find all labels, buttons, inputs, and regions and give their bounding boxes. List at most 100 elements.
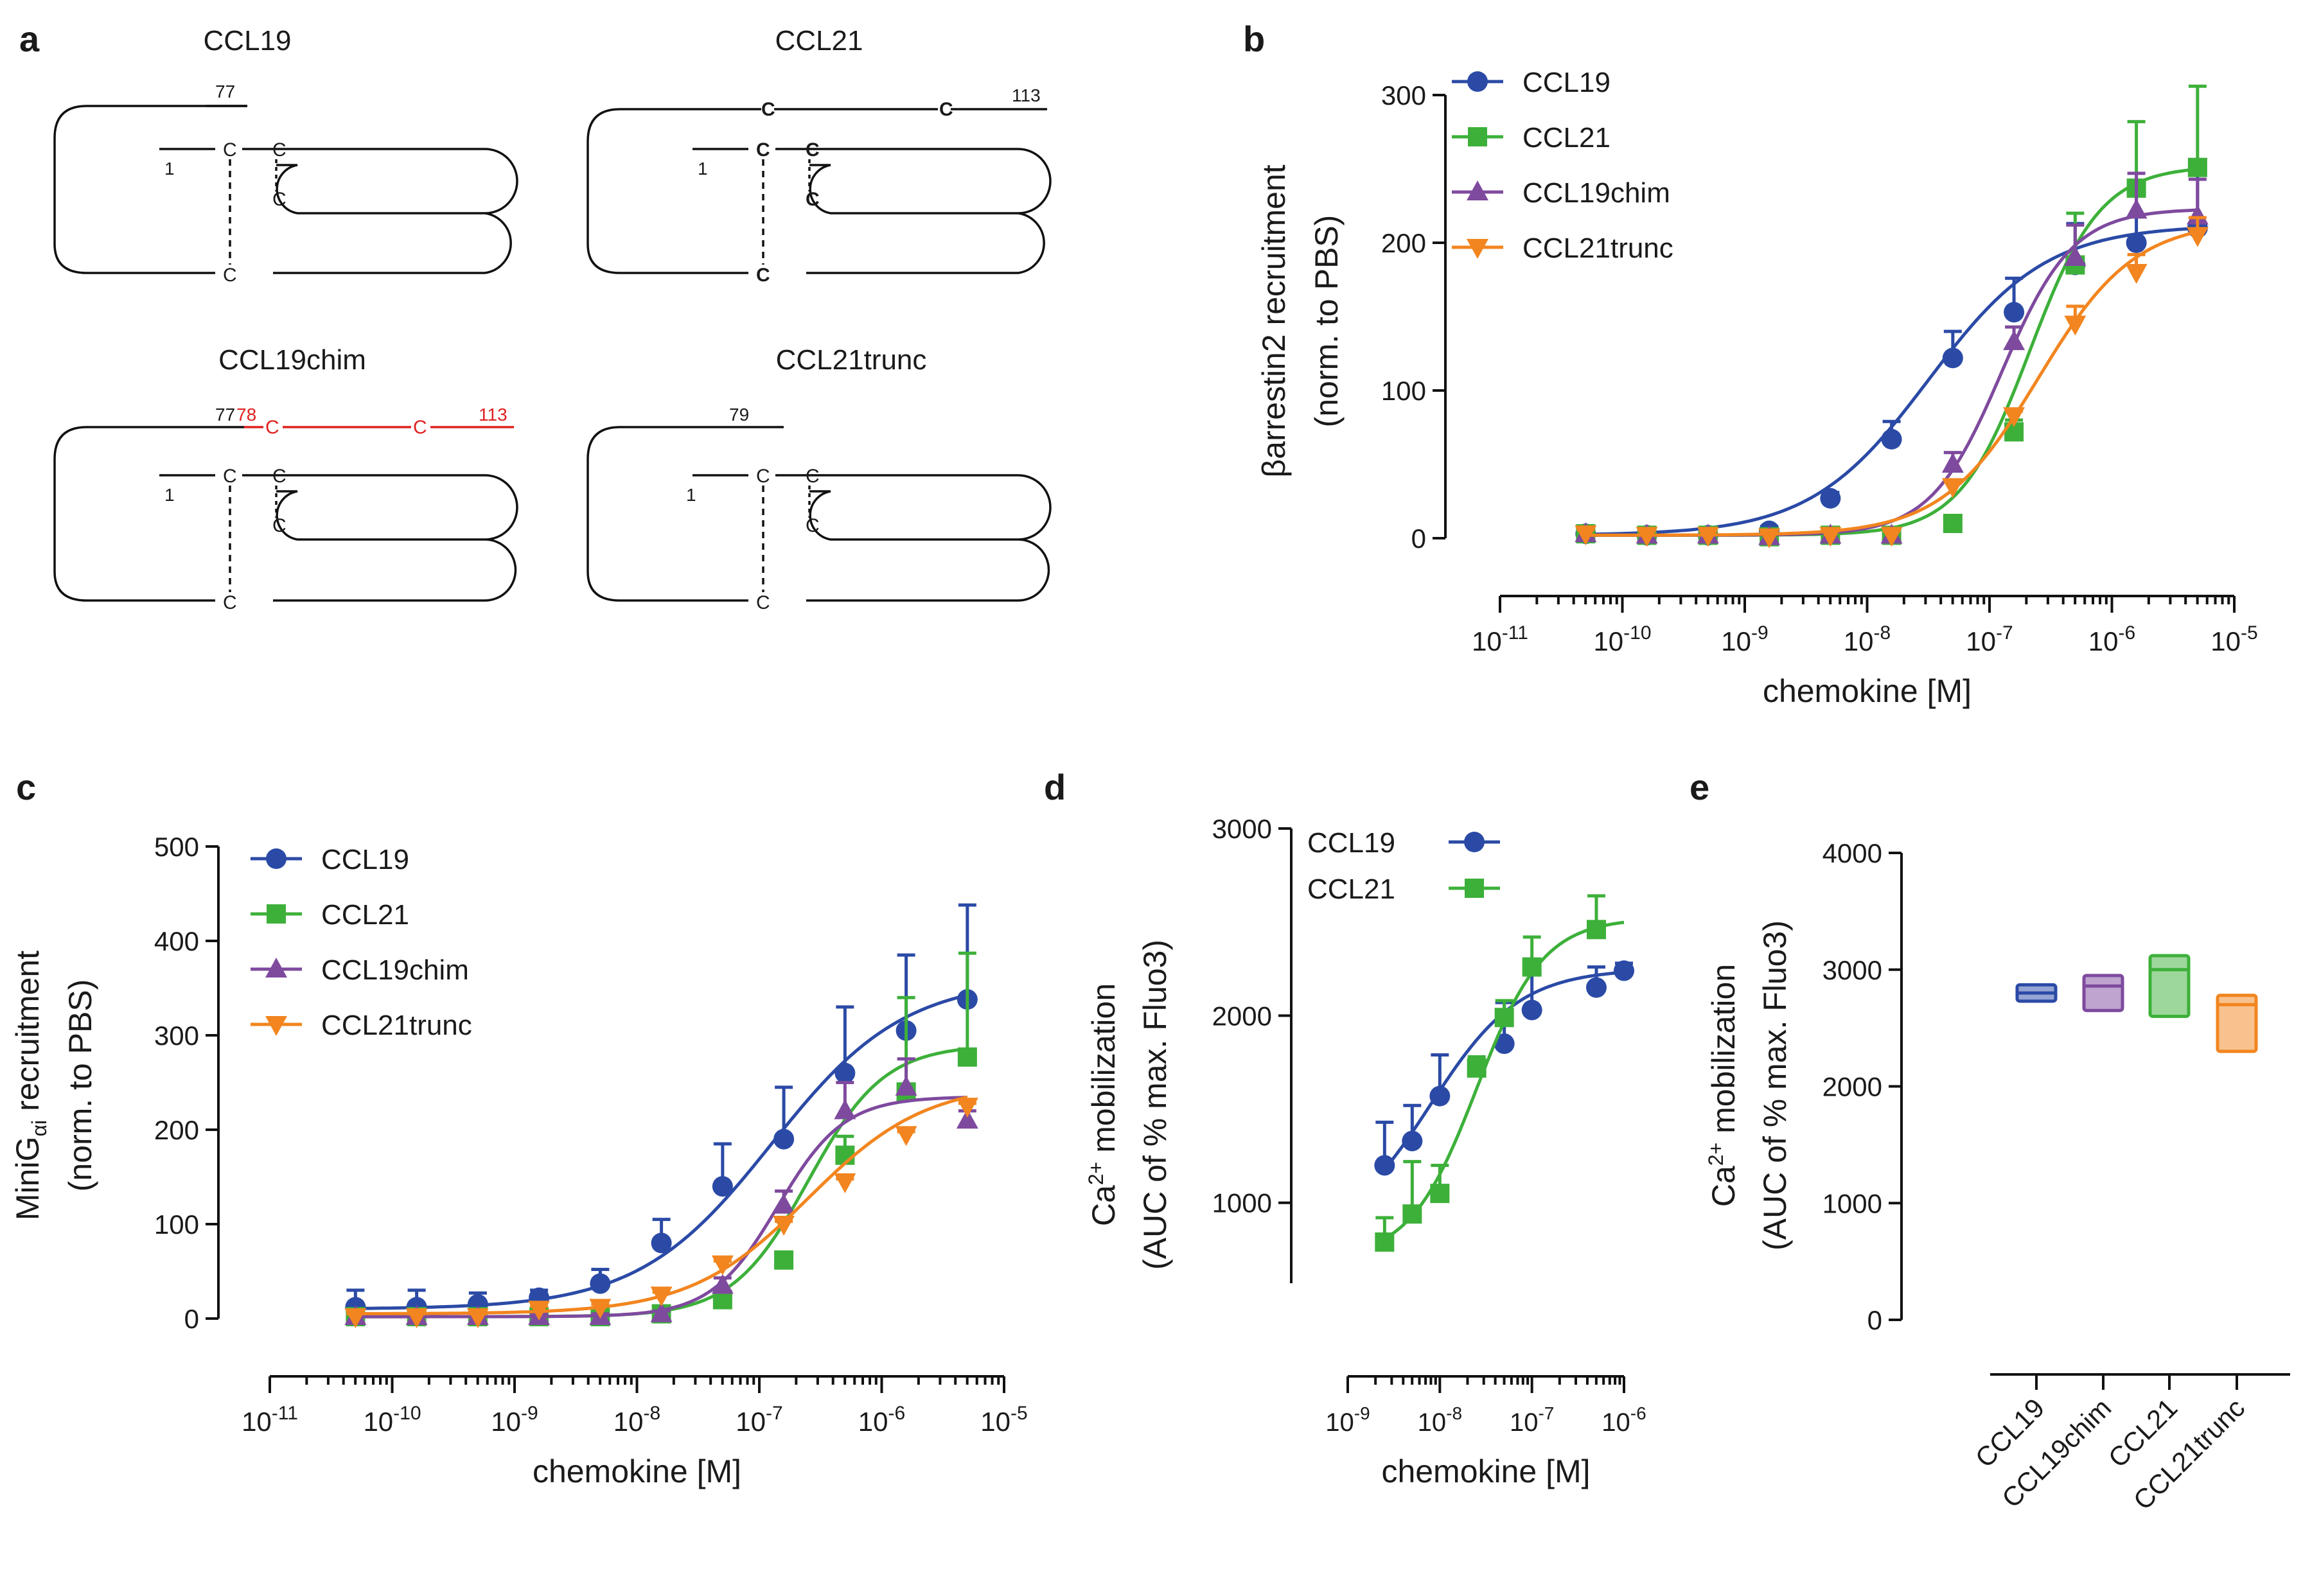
chart-c-point-ccl21trunc: [344, 1308, 367, 1329]
schematic-ccl21trunc-backbone: [587, 426, 1052, 602]
cys-trunc-1: C: [756, 466, 770, 487]
cys-ccl19-4: C: [223, 265, 237, 286]
chart-c-legend-label-ccl21: CCL21: [321, 899, 409, 931]
chart-d-point-ccl19: [1402, 1130, 1423, 1152]
chart-c-point-ccl21: [774, 1250, 794, 1270]
cys-ccl21-1: C: [756, 139, 770, 161]
chart-b-point-ccl21trunc: [1575, 525, 1597, 546]
chart-b-xtick-label-1: 10-10: [1593, 622, 1651, 656]
ccl19-end-number: 77: [215, 82, 235, 101]
chart-c-ylabel-2: (norm. to PBS): [62, 979, 98, 1192]
chart-b-point-ccl21trunc: [2125, 264, 2148, 284]
chart-c-xtick-label-0: 10-11: [242, 1403, 298, 1437]
chart-c-xlabel: chemokine [M]: [533, 1453, 741, 1489]
chart-b-point-ccl21trunc: [1697, 527, 1719, 547]
chart-c-ytick-label-4: 400: [154, 926, 199, 956]
chart-d-point-ccl21: [1587, 920, 1606, 940]
chart-c-xtick-label-2: 10-9: [491, 1403, 538, 1437]
chart-c-legend-marker-ccl21trunc: [265, 1016, 287, 1036]
cys-chim-3: C: [272, 515, 287, 536]
chart-b-point-ccl19chim: [2003, 330, 2025, 351]
chart-b-curve-ccl19chim: [1585, 208, 2198, 537]
panel-a-schematics: CCL19 77 1 C C C C CCL21 113 1 C C C C C…: [53, 25, 1052, 613]
chart-c-point-ccl21trunc: [834, 1173, 856, 1193]
chart-c-point-ccl19chim: [711, 1274, 734, 1294]
chart-d-point-ccl19: [1614, 960, 1634, 981]
chart-c-ytick-label-0: 0: [184, 1304, 199, 1334]
schematic-title-ccl21: CCL21: [775, 25, 863, 57]
chart-d-point-ccl21: [1430, 1184, 1450, 1204]
schematic-ccl19-backbone: [53, 105, 518, 274]
chart-c-point-ccl19chim: [773, 1193, 795, 1214]
chart-b: 0 100 200 300 10-11 10-10 10-9 10-8 10-7 10-6 10-5…: [1256, 67, 2258, 709]
chart-b-ytick-label-2: 200: [1381, 228, 1426, 258]
chart-b-point-ccl19: [2126, 232, 2147, 253]
chart-c-legend-marker-ccl21: [267, 904, 286, 924]
chart-b-ylabel-2: (norm. to PBS): [1309, 215, 1345, 428]
chart-c-xtick-label-3: 10-8: [613, 1403, 660, 1437]
chart-d-point-ccl21: [1402, 1204, 1422, 1224]
chart-c-legend-marker-ccl19chim: [265, 958, 287, 978]
chart-b-xtick-label-6: 10-5: [2210, 622, 2257, 656]
chart-b-point-ccl19: [1820, 487, 1841, 509]
chart-e-ylabel-1: Ca2+ mobilization: [1704, 964, 1742, 1207]
chart-c-point-ccl21trunc: [895, 1126, 917, 1146]
cys-ccl21-tail-1: C: [761, 99, 775, 120]
chart-d-legend-marker-ccl21: [1465, 879, 1484, 898]
chart-c-point-ccl19: [834, 1062, 856, 1083]
chart-d-legend-label-ccl19: CCL19: [1307, 827, 1395, 859]
chart-b-point-ccl19chim: [2125, 198, 2148, 219]
chart-b-point-ccl19: [1881, 428, 1902, 450]
chart-e-box-ccl21trunc: [2216, 994, 2258, 1053]
cys-trunc-3: C: [806, 515, 820, 536]
chart-b-point-ccl21: [2187, 157, 2207, 177]
chart-b-point-ccl19chim: [1941, 453, 1964, 473]
chart-d-point-ccl21: [1522, 957, 1542, 977]
chart-e-box-ccl19chim: [2082, 974, 2124, 1012]
cys-ccl19-1: C: [223, 139, 237, 161]
chart-b-point-ccl21trunc: [1636, 527, 1658, 547]
chart-b-point-ccl19chim: [2064, 246, 2087, 266]
chart-b-xtick-label-2: 10-9: [1721, 622, 1768, 656]
cys-chim-tail-2: C: [413, 417, 427, 438]
chart-b-legend-marker-ccl21: [1468, 127, 1487, 146]
chart-b-point-ccl21: [1943, 514, 1963, 533]
chart-c-point-ccl19: [773, 1128, 795, 1150]
chart-d-xlabel: chemokine [M]: [1381, 1453, 1590, 1489]
chart-d-point-ccl19: [1494, 1033, 1515, 1055]
panel-label-a: a: [19, 19, 40, 59]
cys-chim-1: C: [223, 466, 237, 487]
chart-c-point-ccl21trunc: [405, 1308, 428, 1329]
chart-b-point-ccl21trunc: [2064, 315, 2087, 336]
chart-c-point-ccl19chim: [834, 1099, 856, 1119]
chart-d-ylabel-2: (AUC of % max. Fluo3): [1137, 940, 1173, 1270]
chart-d-point-ccl21: [1467, 1058, 1487, 1078]
cys-trunc-4: C: [756, 592, 770, 613]
chart-c-legend-label-ccl19chim: CCL19chim: [321, 954, 469, 986]
schematic-title-ccl21trunc: CCL21trunc: [776, 344, 927, 376]
chart-c-ytick-label-1: 100: [154, 1209, 199, 1240]
chart-e-ylabel-2: (AUC of % max. Fluo3): [1757, 920, 1793, 1250]
schematic-title-ccl19: CCL19: [204, 25, 292, 57]
chart-b-ylabel-1: βarrestin2 recruitment: [1256, 164, 1292, 477]
chart-b-point-ccl21trunc: [1880, 527, 1903, 547]
cys-ccl21-tail-2: C: [939, 99, 953, 120]
chart-c-curve-ccl19chim: [355, 1096, 967, 1319]
chart-e-ytick-label-4: 4000: [1822, 838, 1882, 868]
chart-b-legend-marker-ccl19chim: [1467, 180, 1488, 200]
panel-label-b: b: [1243, 19, 1265, 59]
chart-b-legend-label-ccl21: CCL21: [1522, 122, 1610, 153]
chart-c-point-ccl21trunc: [528, 1301, 551, 1321]
chart-d-ytick-label-1: 2000: [1212, 1001, 1272, 1031]
chart-c-curve-ccl21trunc: [355, 1095, 968, 1315]
chart-b-legend-label-ccl19: CCL19: [1522, 67, 1610, 98]
chart-e-ytick-label-1: 1000: [1822, 1188, 1882, 1218]
chart-d-point-ccl21: [1375, 1232, 1395, 1252]
chart-b-point-ccl19chim: [2186, 204, 2209, 225]
chart-d-point-ccl19: [1586, 977, 1607, 998]
chart-b-ytick-label-1: 100: [1381, 376, 1426, 406]
chart-c-point-ccl21: [957, 1047, 977, 1067]
panel-label-d: d: [1044, 767, 1066, 807]
schematic-ccl19chim-backbone: [53, 426, 518, 602]
chart-d-xtick-label-0: 10-9: [1325, 1403, 1370, 1437]
